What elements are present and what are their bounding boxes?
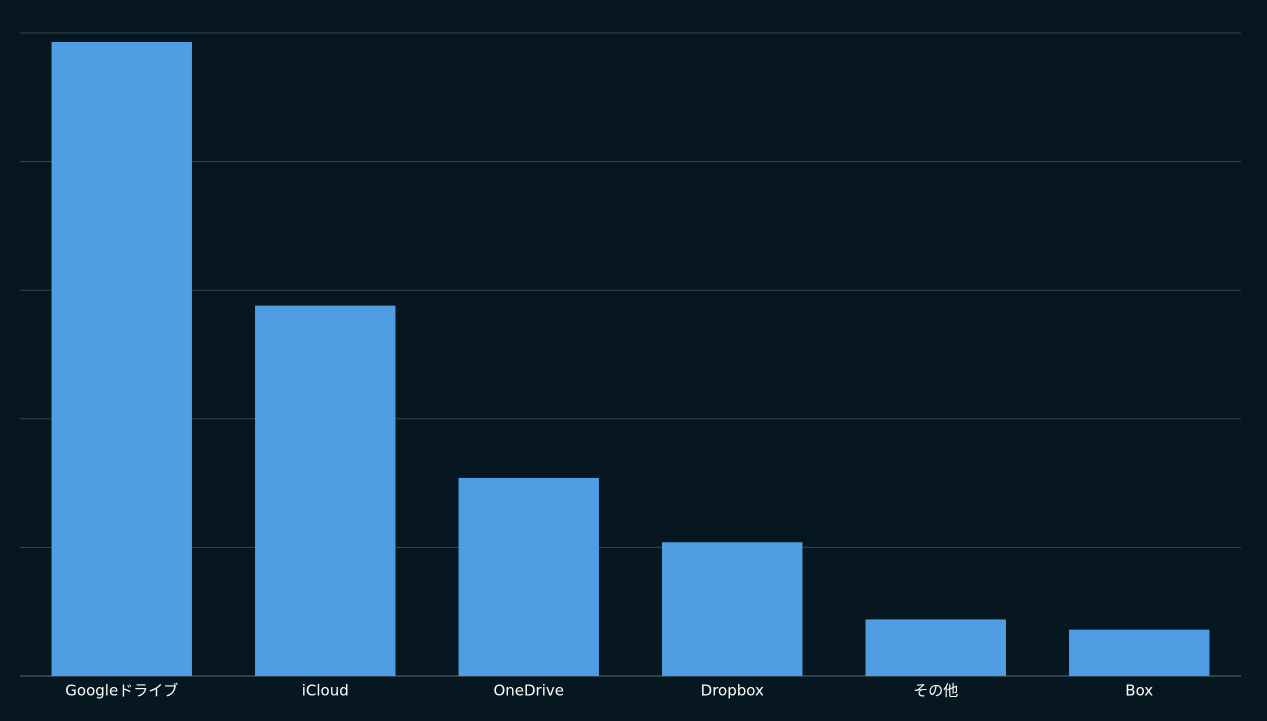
bar bbox=[458, 477, 599, 676]
bar bbox=[255, 305, 396, 676]
bar bbox=[1069, 629, 1210, 676]
x-tick-label: その他 bbox=[913, 682, 958, 700]
bar bbox=[662, 542, 803, 676]
bar bbox=[865, 619, 1006, 676]
bar bbox=[51, 42, 192, 676]
x-tick-label: iCloud bbox=[302, 682, 349, 700]
x-tick-label: Googleドライブ bbox=[65, 682, 178, 700]
x-tick-label: Dropbox bbox=[701, 682, 764, 700]
x-tick-label: OneDrive bbox=[493, 682, 564, 700]
x-tick-label: Box bbox=[1125, 682, 1153, 700]
